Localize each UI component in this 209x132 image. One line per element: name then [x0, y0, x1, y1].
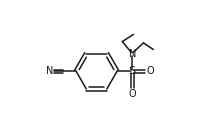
Text: S: S	[129, 66, 136, 76]
Text: N: N	[46, 66, 53, 76]
Text: N: N	[129, 49, 136, 59]
Text: O: O	[146, 66, 154, 76]
Text: O: O	[128, 89, 136, 99]
